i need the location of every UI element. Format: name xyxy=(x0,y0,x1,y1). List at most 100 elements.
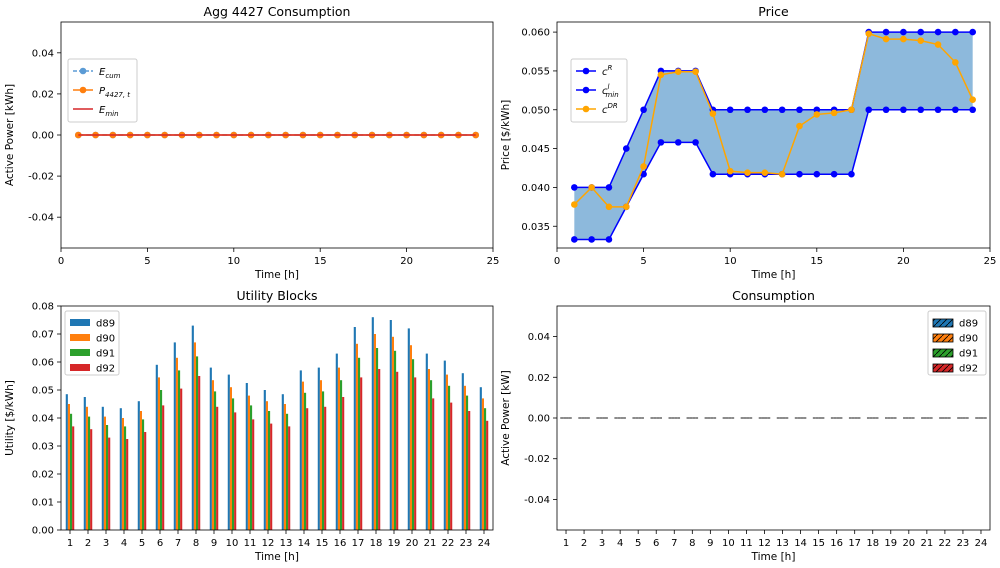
bar-d90 xyxy=(427,369,430,530)
data-point xyxy=(934,106,942,114)
data-point xyxy=(917,106,925,114)
bar-d90 xyxy=(265,401,268,530)
bar-d89 xyxy=(191,325,194,530)
x-tick-label: 16 xyxy=(334,538,347,549)
bar-d89 xyxy=(335,353,338,530)
data-point xyxy=(830,109,838,117)
y-tick-label: 0.060 xyxy=(521,28,550,39)
legend-marker xyxy=(79,86,87,94)
bar-d90 xyxy=(211,380,214,530)
y-axis-label: Active Power [kWh] xyxy=(4,84,16,186)
data-point xyxy=(952,28,959,36)
bar-d91 xyxy=(232,398,235,530)
bar-d90 xyxy=(463,385,466,530)
x-tick-label: 17 xyxy=(352,538,365,549)
axes-frame xyxy=(556,21,991,249)
x-tick-label: 7 xyxy=(175,538,181,549)
bar-d90 xyxy=(175,357,178,530)
data-point xyxy=(605,203,613,211)
bar-d91 xyxy=(250,405,253,530)
data-point xyxy=(588,236,595,243)
x-tick-label: 3 xyxy=(103,538,109,549)
bar-d90 xyxy=(319,380,322,530)
data-point xyxy=(813,170,821,178)
legend: d89 d90 d91 d92 xyxy=(64,310,120,376)
data-point xyxy=(917,37,925,44)
y-tick-label: -0.04 xyxy=(28,213,54,224)
data-point xyxy=(692,68,699,76)
data-point xyxy=(472,131,480,139)
bar-d90 xyxy=(247,395,250,530)
data-point xyxy=(761,169,769,176)
legend-marker xyxy=(79,67,87,75)
data-point xyxy=(900,35,907,43)
chart-consumption: Consumption Time [h] Active Power [kW] -0.0… xyxy=(500,288,991,563)
x-tick-label: 6 xyxy=(157,538,163,549)
data-point xyxy=(744,106,751,114)
chart-utility-blocks: Utility Blocks Time [h] Utility [$/kWh] 0.0… xyxy=(4,288,494,563)
x-tick-label: 25 xyxy=(487,256,500,267)
bar-d91 xyxy=(106,425,109,530)
bar-d89 xyxy=(209,367,212,530)
x-tick-label: 10 xyxy=(226,538,239,549)
data-point xyxy=(796,122,803,130)
data-point xyxy=(848,170,855,178)
bar-d89 xyxy=(263,390,266,530)
y-tick-label: 0.08 xyxy=(32,302,54,313)
x-tick-label: 20 xyxy=(400,256,413,267)
x-tick-label: 10 xyxy=(227,256,240,267)
bar-d90 xyxy=(103,416,106,530)
data-point xyxy=(969,96,976,103)
x-tick-label: 21 xyxy=(424,538,437,549)
y-tick-label: 0.02 xyxy=(32,470,54,481)
bar-d92 xyxy=(90,429,93,530)
legend-label: d91 xyxy=(959,349,978,360)
data-point xyxy=(726,167,734,175)
bar-d92 xyxy=(216,406,219,530)
bar-d91 xyxy=(430,380,433,530)
bar-d91 xyxy=(466,395,469,530)
legend-marker xyxy=(582,86,590,94)
bar-d90 xyxy=(445,374,448,530)
data-point xyxy=(622,145,630,152)
data-point xyxy=(813,106,821,114)
bar-d89 xyxy=(371,317,374,530)
x-tick-label: 14 xyxy=(298,538,311,549)
data-point xyxy=(934,28,942,36)
y-axis-label: Price [$/kWh] xyxy=(500,100,512,170)
x-tick-label: 22 xyxy=(442,538,455,549)
x-tick-label: 10 xyxy=(724,256,737,267)
data-point xyxy=(605,184,613,191)
x-tick-label: 11 xyxy=(244,538,257,549)
x-tick-label: 12 xyxy=(262,538,275,549)
y-tick-label: -0.04 xyxy=(524,495,550,506)
bar-d92 xyxy=(450,402,453,530)
y-tick-label: 0.04 xyxy=(32,414,54,425)
bar-d89 xyxy=(137,401,140,530)
bar-d89 xyxy=(155,364,158,530)
y-axis-label: Utility [$/kWh] xyxy=(4,380,16,456)
x-tick-label: 3 xyxy=(599,538,605,549)
y-tick-label: 0.00 xyxy=(32,526,54,537)
data-point xyxy=(796,106,803,114)
legend-label: Emin xyxy=(99,105,119,118)
x-tick-label: 5 xyxy=(635,538,641,549)
bar-d89 xyxy=(119,408,122,530)
x-tick-label: 7 xyxy=(671,538,677,549)
data-point xyxy=(952,106,959,114)
data-point xyxy=(796,170,803,178)
bar-d89 xyxy=(245,383,248,530)
x-tick-label: 13 xyxy=(280,538,293,549)
bar-d92 xyxy=(306,408,309,530)
data-point xyxy=(709,170,717,178)
x-axis-label: Time [h] xyxy=(751,269,796,281)
x-axis-label: Time [h] xyxy=(751,551,796,563)
bar-d90 xyxy=(409,345,412,530)
bar-d89 xyxy=(407,328,410,530)
data-point xyxy=(813,111,821,118)
legend-label: d92 xyxy=(959,364,978,375)
data-point xyxy=(657,139,665,146)
bar-d92 xyxy=(414,377,417,530)
data-point xyxy=(900,28,907,36)
data-point xyxy=(865,30,873,37)
